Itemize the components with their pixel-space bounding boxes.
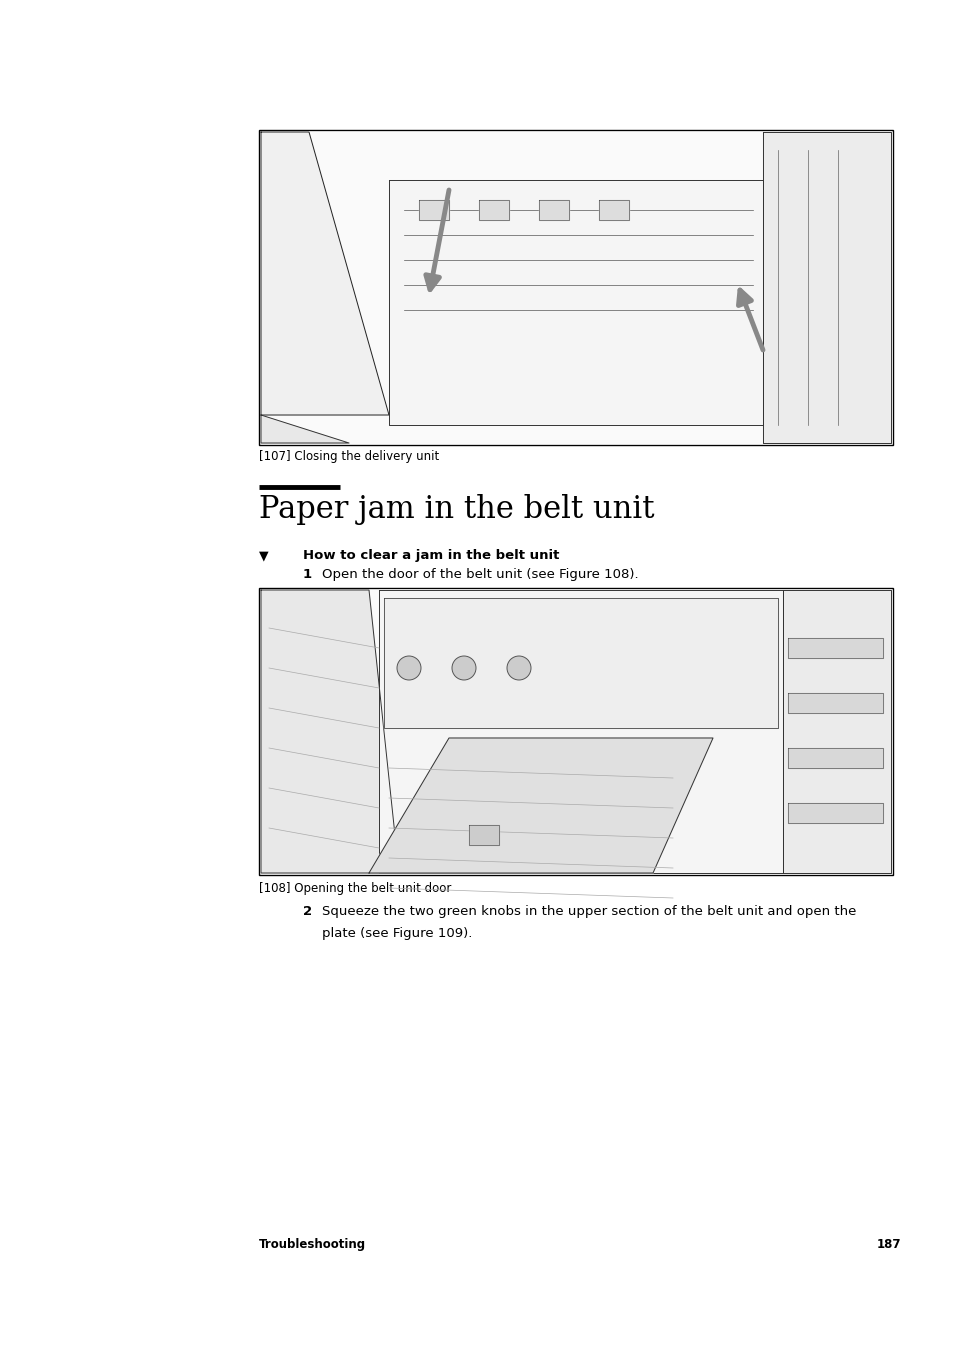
Text: 1: 1 xyxy=(303,567,312,581)
Text: 187: 187 xyxy=(876,1238,901,1251)
Circle shape xyxy=(506,657,531,680)
Polygon shape xyxy=(369,738,712,873)
Polygon shape xyxy=(787,638,882,658)
Polygon shape xyxy=(787,748,882,767)
Circle shape xyxy=(396,657,420,680)
Polygon shape xyxy=(538,200,568,220)
Text: plate (see Figure 109).: plate (see Figure 109). xyxy=(322,927,472,940)
Text: Troubleshooting: Troubleshooting xyxy=(258,1238,366,1251)
Text: How to clear a jam in the belt unit: How to clear a jam in the belt unit xyxy=(303,549,558,562)
Polygon shape xyxy=(261,132,890,443)
Text: [107] Closing the delivery unit: [107] Closing the delivery unit xyxy=(258,450,438,463)
Text: 2: 2 xyxy=(303,905,312,917)
Text: Squeeze the two green knobs in the upper section of the belt unit and open the: Squeeze the two green knobs in the upper… xyxy=(322,905,856,917)
Polygon shape xyxy=(378,590,782,873)
Polygon shape xyxy=(261,415,349,443)
Polygon shape xyxy=(469,825,498,844)
Polygon shape xyxy=(261,132,389,415)
Polygon shape xyxy=(787,802,882,823)
Polygon shape xyxy=(782,590,890,873)
Polygon shape xyxy=(418,200,449,220)
Polygon shape xyxy=(389,180,762,426)
Polygon shape xyxy=(787,693,882,713)
Polygon shape xyxy=(261,590,890,873)
Polygon shape xyxy=(261,590,398,873)
Text: ▼: ▼ xyxy=(258,549,269,562)
Polygon shape xyxy=(762,132,890,443)
Polygon shape xyxy=(384,598,778,728)
Text: [108] Opening the belt unit door: [108] Opening the belt unit door xyxy=(258,882,451,894)
Circle shape xyxy=(452,657,476,680)
Text: Paper jam in the belt unit: Paper jam in the belt unit xyxy=(258,494,654,526)
Bar xyxy=(258,130,892,444)
Polygon shape xyxy=(478,200,509,220)
Text: Open the door of the belt unit (see Figure 108).: Open the door of the belt unit (see Figu… xyxy=(322,567,638,581)
Polygon shape xyxy=(598,200,628,220)
Bar xyxy=(258,588,892,875)
